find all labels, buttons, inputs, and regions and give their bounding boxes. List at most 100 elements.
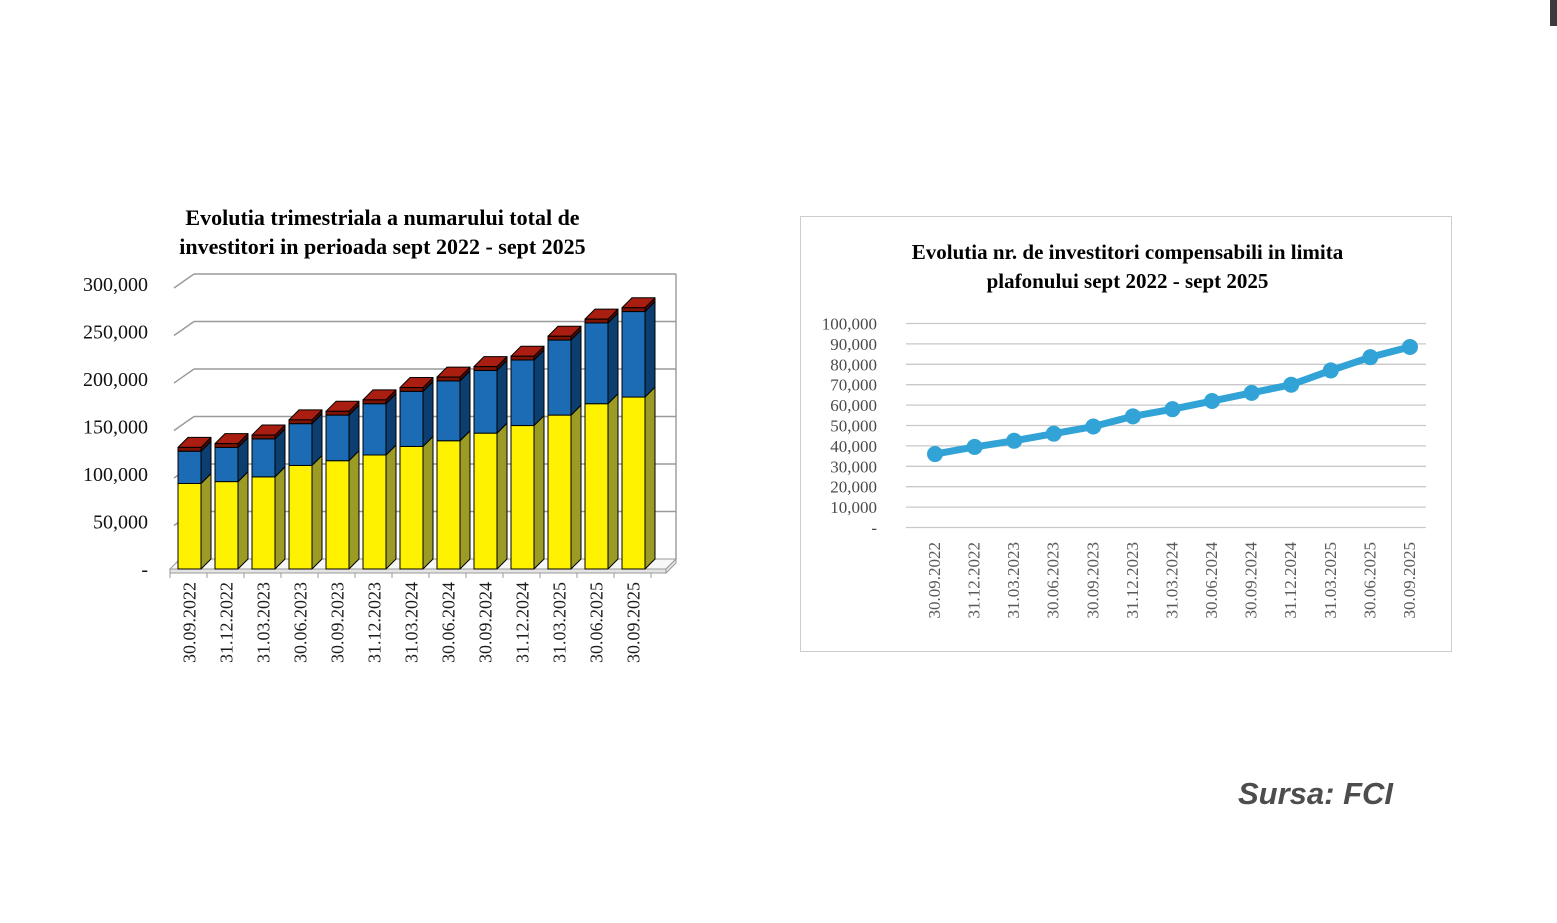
corner-mark [1550,0,1557,26]
y-tick-label: 70,000 [830,376,877,395]
data-point-31.12.2023 [1124,408,1141,425]
bar-segment-front [436,376,461,382]
bar-segment-side [274,466,286,570]
x-tick-label: 30.06.2023 [291,582,311,663]
bar-segment-front [584,322,609,405]
x-tick-label: 30.09.2022 [180,582,200,663]
right-chart-title: Evolutia nr. de investitori compensabili… [810,238,1445,296]
bar-segment-side [422,380,434,447]
bar-segment-front [547,414,572,570]
left-chart-title-line1: Evolutia trimestriala a numarului total … [185,205,580,230]
x-tick-label: 31.03.2024 [402,582,422,663]
bar-segment-front [547,339,572,416]
y-tick-label: 300,000 [83,274,148,296]
gridline-slash [173,320,195,337]
trend-line [931,343,1414,458]
data-point-30.09.2023 [1085,418,1102,435]
bar-segment-front [399,445,424,570]
y-tick-label: 10,000 [830,498,877,517]
y-tick-label: 50,000 [830,417,877,436]
x-tick-label: 31.03.2023 [1004,542,1023,619]
right-chart-title-line1: Evolutia nr. de investitori compensabili… [911,240,1344,264]
x-tick-label: 31.12.2023 [1123,542,1142,619]
x-tick-label: 31.03.2023 [254,582,274,663]
bar-30.09.2023 [325,400,360,570]
bar-segment-front [362,403,387,456]
bar-segment-front [214,481,239,570]
bar-30.09.2022 [177,436,212,570]
bar-segment-side [607,393,619,570]
y-tick-label: 100,000 [822,315,877,334]
x-tick-label: 30.06.2025 [587,582,607,663]
data-point-31.03.2023 [1006,432,1023,449]
bar-segment-side [459,370,471,442]
bar-segment-front [325,414,350,462]
x-tick-label: 30.09.2025 [1400,542,1419,619]
bar-segment-front [547,335,572,341]
bar-31.03.2023 [251,424,286,570]
x-tick-label: 31.03.2024 [1162,542,1181,619]
bar-segment-front [473,432,498,570]
gridline-slash [173,273,195,289]
bar-segment-front [621,311,646,398]
y-tick-label: 150,000 [83,417,148,439]
data-point-31.12.2024 [1283,376,1300,393]
y-tick-label: 30,000 [830,457,877,476]
y-tick-label: 40,000 [830,437,877,456]
bar-31.12.2024 [510,345,545,570]
bar-segment-side [237,471,249,570]
x-tick-label: 31.03.2025 [1321,542,1340,619]
bar-segment-front [510,355,535,361]
left-bar-chart: - 50,000 100,000 150,000 200,000 250,000 300,0… [83,273,678,663]
x-tick-label: 31.03.2025 [550,582,570,663]
bar-segment-front [251,476,276,570]
data-point-30.09.2025 [1401,338,1418,355]
x-tick-label: 31.12.2024 [1281,542,1300,619]
bar-segment-front [177,446,202,452]
bar-segment-side [200,473,212,570]
floor-front-edge [169,568,667,574]
bar-30.09.2024 [473,356,508,570]
bar-segment-side [607,312,619,405]
bar-segment-front [436,380,461,442]
gridline-slash [173,368,195,384]
bar-segment-front [251,434,276,440]
bar-31.03.2025 [547,325,582,570]
bar-segment-front [177,483,202,570]
bar-segment-side [385,444,397,570]
bar-segment-front [473,369,498,434]
bar-segment-side [570,404,582,570]
bar-30.06.2024 [436,366,471,570]
bar-segment-front [362,454,387,570]
bar-segment-front [510,425,535,570]
x-tick-label: 31.12.2022 [217,582,237,663]
y-tick-label: - [141,559,148,581]
y-tick-label: 20,000 [830,478,877,497]
bar-segment-front [621,396,646,570]
data-point-31.03.2024 [1164,401,1181,418]
bar-segment-front [362,399,387,405]
bar-30.06.2025 [584,308,619,570]
bar-segment-front [584,403,609,570]
left-chart-title-line2: investitori in perioada sept 2022 - sept… [179,234,586,259]
bar-31.03.2024 [399,377,434,570]
x-tick-label: 30.09.2024 [476,582,496,663]
x-tick-label: 30.06.2024 [1202,542,1221,619]
bar-segment-front [214,446,239,483]
bar-segment-front [288,419,313,425]
x-tick-label: 30.06.2023 [1044,542,1063,619]
x-tick-label: 30.09.2023 [1083,542,1102,619]
bar-segment-side [496,359,508,434]
y-tick-label: 80,000 [830,355,877,374]
y-tick-label: 50,000 [93,512,148,534]
y-tick-label: 90,000 [830,335,877,354]
x-tick-label: 31.12.2023 [365,582,385,663]
y-tick-label: - [871,519,877,538]
bar-segment-side [311,454,323,570]
bar-segment-side [570,329,582,416]
bar-segment-front [399,390,424,447]
bar-segment-front [473,366,498,371]
bar-segment-side [533,415,545,570]
